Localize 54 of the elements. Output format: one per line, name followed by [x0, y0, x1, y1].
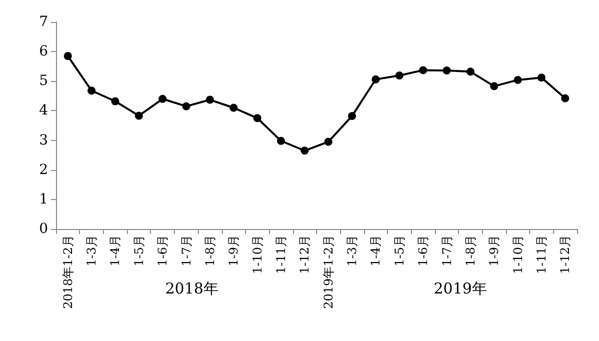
point: [419, 66, 428, 74]
point: [111, 97, 120, 106]
point: [490, 82, 498, 90]
y-tick-label: 2: [39, 162, 48, 178]
x-tick-label: 1-11月: [534, 235, 548, 274]
y-tick-label: 6: [39, 44, 48, 60]
point: [134, 112, 143, 120]
x-tick-label: 1-4月: [368, 235, 383, 266]
x-tick-label: 1-7月: [440, 235, 454, 266]
y-tick-label: 7: [39, 14, 48, 30]
x-tick-label: 1-4月: [108, 235, 122, 266]
x-tick-label: 1-5月: [132, 235, 146, 266]
x-tick-label: 1-5月: [392, 235, 406, 266]
point: [395, 72, 404, 80]
y-tick-label: 1: [39, 191, 48, 208]
x-tick-label: 1-9月: [226, 235, 241, 266]
point: [64, 52, 72, 60]
x-tick-label: 1-10月: [510, 235, 525, 274]
x-tick-label: 1-12月: [558, 235, 572, 274]
point: [158, 94, 167, 103]
point: [300, 146, 309, 155]
point: [324, 138, 332, 146]
y-tick-label: 5: [39, 73, 48, 90]
point: [537, 74, 546, 82]
x-tick-label: 1-8月: [202, 235, 217, 266]
y-tick-label: 3: [39, 132, 48, 148]
point: [88, 86, 96, 95]
point: [348, 112, 356, 120]
x-tick-label: 1-6月: [156, 235, 170, 266]
point: [561, 94, 570, 102]
point: [182, 102, 190, 110]
point: [514, 76, 522, 84]
x-tick-label: 2018年1-2月: [60, 235, 75, 309]
x-tick-label: 1-3月: [84, 235, 99, 266]
x-tick-label: 1-10月: [250, 235, 264, 274]
point: [372, 75, 380, 84]
x-tick-label: 1-3月: [345, 235, 360, 266]
x-tick-label: 2019年1-2月: [321, 235, 336, 309]
y-tick-label: 4: [39, 102, 48, 119]
text: 2019年: [434, 280, 487, 298]
point: [442, 66, 451, 74]
x-tick-label: 1-8月: [463, 235, 478, 266]
x-tick-label: 1-6月: [416, 235, 430, 266]
point: [466, 68, 474, 76]
x-tick-label: 1-12月: [298, 235, 312, 274]
point: [230, 104, 238, 112]
y-tick-label: 0: [39, 221, 48, 237]
text: 2018年: [165, 280, 218, 298]
x-tick-label: 1-9月: [487, 235, 502, 266]
point: [253, 114, 262, 122]
point: [206, 96, 214, 104]
x-tick-label: 1-11月: [274, 235, 288, 274]
x-tick-label: 1-7月: [179, 235, 194, 266]
point: [276, 136, 285, 145]
